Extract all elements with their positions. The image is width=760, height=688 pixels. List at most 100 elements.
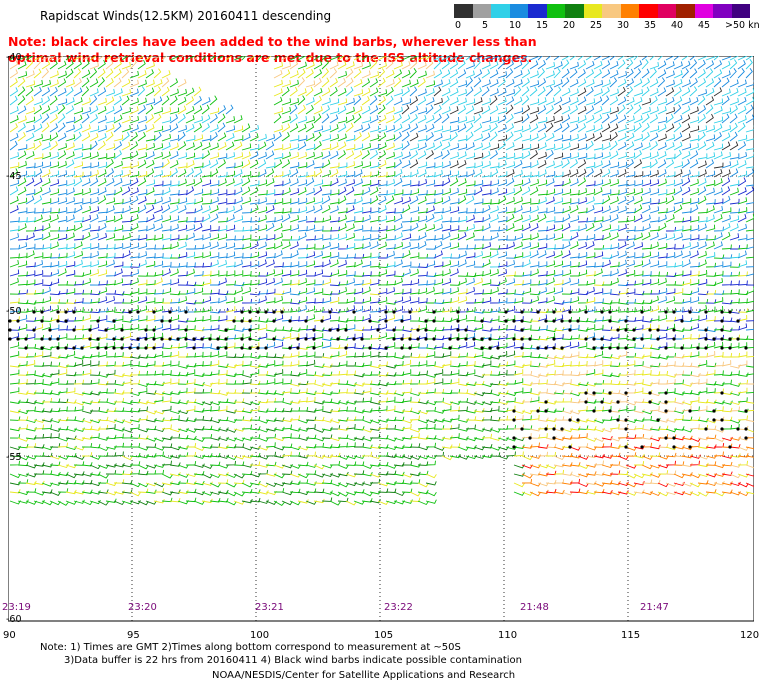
wind-barb <box>97 125 108 133</box>
wind-barb <box>81 77 90 88</box>
contamination-dot <box>696 346 700 350</box>
wind-barb <box>169 371 181 377</box>
wind-barb <box>585 86 594 97</box>
wind-barb <box>289 316 300 322</box>
wind-barb <box>281 80 292 88</box>
wind-barb <box>17 235 28 241</box>
wind-barb <box>121 242 132 250</box>
wind-barb <box>465 224 476 232</box>
wind-barb <box>313 428 325 433</box>
wind-barb <box>401 261 412 268</box>
wind-barb <box>17 437 29 442</box>
wind-barb <box>681 207 692 214</box>
wind-barb <box>657 277 667 286</box>
wind-barb <box>49 278 60 286</box>
wind-barb <box>721 141 731 151</box>
wind-barb <box>601 254 613 259</box>
wind-barb <box>129 407 141 413</box>
wind-barb <box>465 260 476 268</box>
footer-note-1: Note: 1) Times are GMT 2)Times along bot… <box>40 642 461 653</box>
wind-barb <box>673 61 683 70</box>
wind-barb <box>33 499 45 505</box>
wind-barb <box>393 354 405 360</box>
wind-barb <box>41 207 52 214</box>
wind-barb <box>305 217 316 223</box>
wind-barb <box>497 390 509 395</box>
wind-barb <box>209 309 221 314</box>
wind-barb <box>97 333 108 340</box>
wind-barb <box>169 180 180 187</box>
wind-barb <box>186 461 197 466</box>
wind-barb <box>273 241 283 250</box>
wind-barb <box>465 353 477 358</box>
wind-barb <box>57 87 67 97</box>
wind-barb <box>49 141 58 151</box>
wind-barb <box>177 141 187 151</box>
wind-barb <box>433 418 445 423</box>
wind-barb <box>577 60 587 70</box>
wind-barb <box>217 405 228 412</box>
wind-barb <box>737 491 749 497</box>
wind-barb <box>25 106 36 115</box>
wind-barb <box>345 343 356 349</box>
contamination-dot <box>624 346 628 350</box>
wind-barb <box>377 361 388 367</box>
wind-barb <box>289 86 298 97</box>
wind-barb <box>385 270 396 277</box>
wind-barb <box>713 437 725 442</box>
wind-barb <box>465 208 476 214</box>
wind-barb <box>153 125 164 133</box>
wind-barb <box>617 223 627 232</box>
wind-barb <box>737 308 749 313</box>
wind-barb <box>177 417 189 422</box>
wind-barb <box>65 159 75 169</box>
wind-barb <box>297 333 308 340</box>
wind-barb <box>409 288 420 295</box>
wind-barb <box>409 222 419 232</box>
wind-barb <box>353 332 364 340</box>
wind-barb <box>681 290 693 296</box>
wind-barb <box>273 453 285 459</box>
contamination-dot <box>184 310 188 314</box>
wind-barb <box>25 143 36 151</box>
wind-barb <box>305 305 316 313</box>
wind-barb <box>65 350 76 358</box>
wind-barb <box>393 223 403 232</box>
wind-barb <box>265 189 276 196</box>
wind-barb <box>345 324 356 331</box>
wind-barb <box>729 280 740 286</box>
wind-barb <box>697 269 708 277</box>
wind-barb <box>577 353 589 359</box>
wind-barb <box>177 162 188 169</box>
wind-barb <box>465 244 476 250</box>
wind-barb <box>265 417 277 422</box>
wind-barb <box>601 134 612 142</box>
wind-barb <box>353 372 365 378</box>
wind-barb <box>537 78 547 88</box>
wind-barb <box>737 379 749 385</box>
contamination-dot <box>720 427 724 431</box>
wind-barb <box>169 159 179 169</box>
wind-barb <box>489 405 500 412</box>
wind-barb <box>121 378 132 385</box>
wind-barb <box>281 159 291 169</box>
wind-barb <box>417 178 428 187</box>
wind-barb <box>129 132 138 142</box>
wind-barb <box>425 272 437 277</box>
wind-barb <box>633 417 645 422</box>
wind-barb <box>329 500 341 506</box>
wind-barb <box>297 253 308 259</box>
wind-barb <box>177 332 188 340</box>
wind-barb <box>17 197 28 205</box>
wind-barb <box>505 196 515 205</box>
wind-barb <box>489 250 499 259</box>
wind-barb <box>345 56 354 61</box>
wind-barb <box>193 141 203 151</box>
wind-barb <box>553 260 564 268</box>
wind-barb <box>577 381 589 387</box>
wind-barb <box>689 234 700 241</box>
wind-barb <box>49 132 59 142</box>
wind-barb <box>625 241 635 250</box>
wind-barb <box>729 473 741 479</box>
wind-barb <box>201 179 212 187</box>
